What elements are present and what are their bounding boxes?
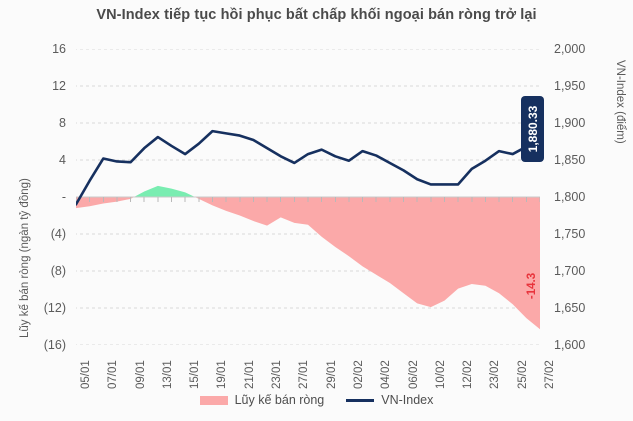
legend-label-vn-index: VN-Index [381, 393, 434, 407]
vn-index-line-series [76, 129, 540, 206]
right-axis-tick-label: 1,800 [554, 189, 586, 204]
net-flow-last-value-label: -14.3 [524, 262, 540, 310]
net-buy-sell-area-series [76, 185, 540, 330]
x-axis-tick-label: 05/01 [80, 360, 92, 389]
left-axis-tick-label: - [61, 189, 66, 204]
right-axis-tick-label: 2,000 [554, 41, 586, 56]
x-axis-tick-label: 21/01 [243, 360, 256, 389]
x-axis-tick-label: 12/02 [462, 360, 475, 389]
x-axis-tick-label: 23/01 [271, 360, 284, 389]
legend-label-net-flow: Lũy kế bán ròng [234, 393, 325, 407]
x-axis-tick-label: 29/01 [325, 360, 338, 389]
vn-index-last-value-badge: 1,880.33 [521, 96, 544, 162]
right-axis-title: VN-Index (điểm) [614, 60, 626, 144]
left-axis-tick-label: 16 [52, 41, 66, 56]
right-axis-tick-label: 1,650 [554, 300, 586, 315]
vn-index-last-value-text: 1,880.33 [525, 105, 540, 153]
x-axis-tick-label: 25/02 [516, 360, 529, 389]
left-axis-tick-label: (12) [43, 300, 66, 315]
plot-area [76, 49, 540, 345]
net-flow-last-value-text: -14.3 [526, 272, 538, 300]
x-axis-tick-label: 06/02 [407, 360, 420, 389]
x-axis-tick-label: 07/01 [107, 360, 120, 389]
legend-item-net-flow: Lũy kế bán ròng [199, 393, 325, 407]
left-axis-tick-label: (8) [50, 263, 66, 278]
right-axis-tick-label: 1,700 [554, 263, 586, 278]
right-axis-tick-label: 1,950 [554, 78, 586, 93]
x-axis-tick-label: 09/01 [134, 360, 147, 389]
x-axis-tick-label: 15/01 [189, 360, 202, 389]
x-axis-tick-label: 19/01 [216, 360, 229, 389]
right-axis-tick-label: 1,900 [554, 115, 586, 130]
x-axis-tick-label: 04/02 [380, 360, 393, 389]
left-axis-tick-label: 12 [52, 78, 66, 93]
left-axis-tick-label: (16) [43, 337, 66, 352]
x-axis-tick-label: 27/02 [544, 360, 556, 389]
x-axis-tick-label: 23/02 [489, 360, 502, 389]
chart-title: VN-Index tiếp tục hồi phục bất chấp khối… [96, 7, 537, 23]
x-axis-tick-label: 13/01 [161, 360, 174, 389]
x-axis-tick-label: 02/02 [352, 360, 365, 389]
right-axis-tick-label: 1,850 [554, 152, 586, 167]
right-axis-tick-label: 1,600 [554, 337, 586, 352]
left-axis-tick-label: 8 [59, 115, 66, 130]
right-axis-tick-label: 1,750 [554, 226, 586, 241]
legend-swatch-line-icon [346, 398, 375, 402]
x-axis-tick-label: 27/01 [298, 360, 311, 389]
x-axis-tick-label: 10/02 [434, 360, 447, 389]
legend-swatch-area-icon [199, 395, 228, 405]
left-axis-tick-label: (4) [50, 226, 66, 241]
legend-item-vn-index: VN-Index [346, 393, 433, 407]
chart-legend: Lũy kế bán ròng VN-Index [0, 393, 633, 407]
left-axis-tick-label: 4 [59, 152, 66, 167]
